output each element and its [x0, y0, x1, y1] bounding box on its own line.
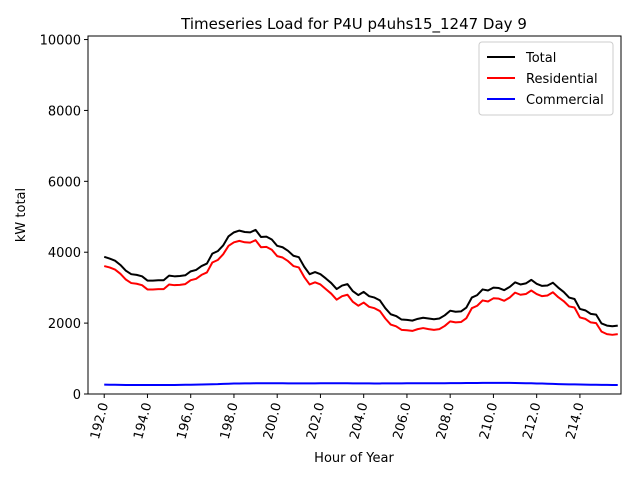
y-tick-label: 0: [73, 388, 81, 403]
y-tick-label: 6000: [48, 175, 81, 190]
legend: Total Residential Commercial: [478, 41, 614, 116]
y-tick-label: 2000: [48, 317, 81, 332]
series-line-residential: [103, 239, 618, 336]
series-layer: [103, 228, 618, 386]
y-tick-label: 8000: [48, 104, 81, 119]
legend-label-total: Total: [525, 51, 556, 66]
legend-label-commercial: Commercial: [526, 93, 604, 108]
y-tick-label: 4000: [48, 246, 81, 261]
y-axis-label: kW total: [14, 188, 29, 242]
y-axis: 0 2000 4000 6000 8000 10000: [40, 34, 88, 403]
legend-box: [478, 41, 614, 116]
series-line-commercial: [104, 381, 618, 386]
y-tick-label: 10000: [40, 34, 81, 49]
plot-frame: [87, 35, 622, 395]
x-axis-label: Hour of Year: [314, 451, 394, 466]
chart-title: Timeseries Load for P4U p4uhs15_1247 Day…: [180, 15, 527, 34]
legend-label-residential: Residential: [526, 72, 598, 87]
series-line-total: [103, 228, 618, 328]
